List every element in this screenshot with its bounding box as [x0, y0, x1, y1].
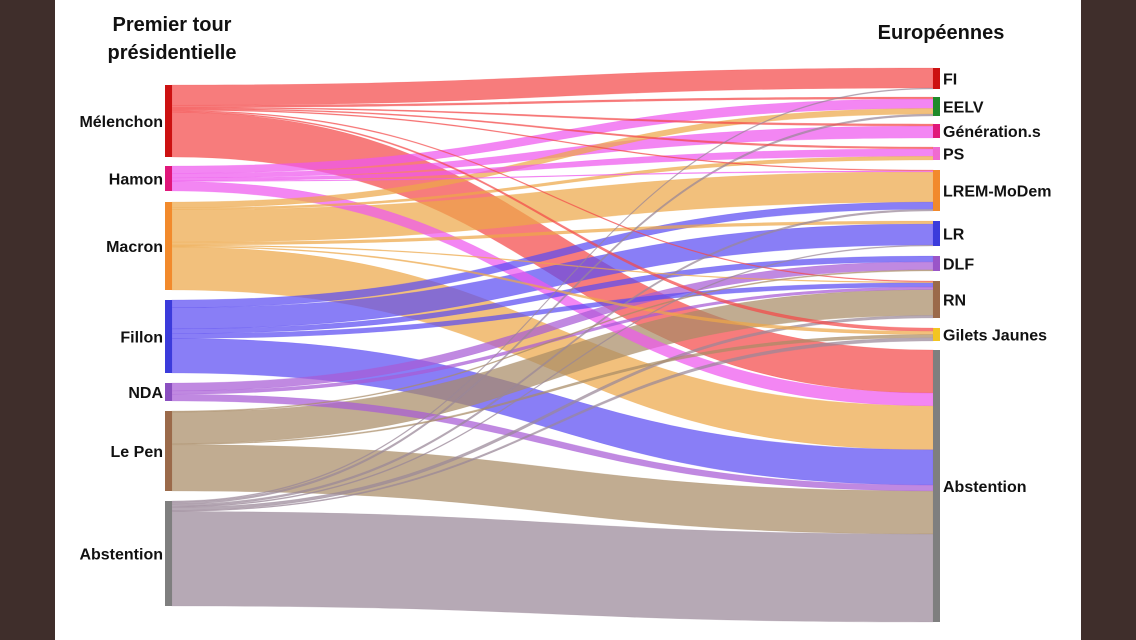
- node-right-eelv: [933, 97, 940, 116]
- flow-links: [171, 67, 934, 623]
- label-right-generations: Génération.s: [943, 124, 1041, 141]
- label-left-melenchon: Mélenchon: [79, 114, 163, 131]
- flow-melenchon-to-fi: [171, 67, 934, 106]
- label-right-abstention_r: Abstention: [943, 479, 1027, 496]
- node-left-fillon: [165, 300, 172, 373]
- node-bars: [165, 68, 940, 622]
- label-right-lr: LR: [943, 227, 965, 244]
- node-left-macron: [165, 202, 172, 290]
- node-right-gj: [933, 328, 940, 341]
- node-right-ps: [933, 147, 940, 160]
- sankey-diagram: Mélenchon Hamon Macron Fillon NDA Le Pen Abste…: [79, 14, 1051, 623]
- label-left-nda: NDA: [128, 385, 163, 402]
- label-right-dlf: DLF: [943, 257, 974, 274]
- left-header-line1: Premier tour: [113, 14, 232, 36]
- node-left-lepen: [165, 411, 172, 491]
- label-left-hamon: Hamon: [109, 172, 163, 189]
- node-left-hamon: [165, 166, 172, 191]
- node-right-lr: [933, 221, 940, 246]
- node-left-melenchon: [165, 85, 172, 157]
- node-right-fi: [933, 68, 940, 89]
- node-right-rn: [933, 281, 940, 318]
- node-labels: Mélenchon Hamon Macron Fillon NDA Le Pen Abste…: [79, 72, 1051, 564]
- node-right-lrem: [933, 170, 940, 211]
- label-left-abstention_l: Abstention: [79, 547, 163, 564]
- left-header-line2: présidentielle: [108, 42, 237, 64]
- label-left-fillon: Fillon: [120, 330, 163, 347]
- sankey-canvas: Mélenchon Hamon Macron Fillon NDA Le Pen Abste…: [55, 0, 1081, 640]
- label-left-macron: Macron: [106, 239, 163, 256]
- label-right-ps: PS: [943, 147, 965, 164]
- node-right-generations: [933, 124, 940, 138]
- right-header: Européennes: [878, 22, 1005, 44]
- node-left-nda: [165, 383, 172, 401]
- label-right-eelv: EELV: [943, 100, 984, 117]
- label-left-lepen: Le Pen: [111, 444, 163, 461]
- label-right-lrem: LREM-MoDem: [943, 184, 1051, 201]
- node-right-dlf: [933, 256, 940, 271]
- label-right-fi: FI: [943, 72, 957, 89]
- label-right-gj: Gilets Jaunes: [943, 328, 1047, 345]
- label-right-rn: RN: [943, 293, 966, 310]
- node-right-abstention_r: [933, 350, 940, 622]
- node-left-abstention_l: [165, 501, 172, 606]
